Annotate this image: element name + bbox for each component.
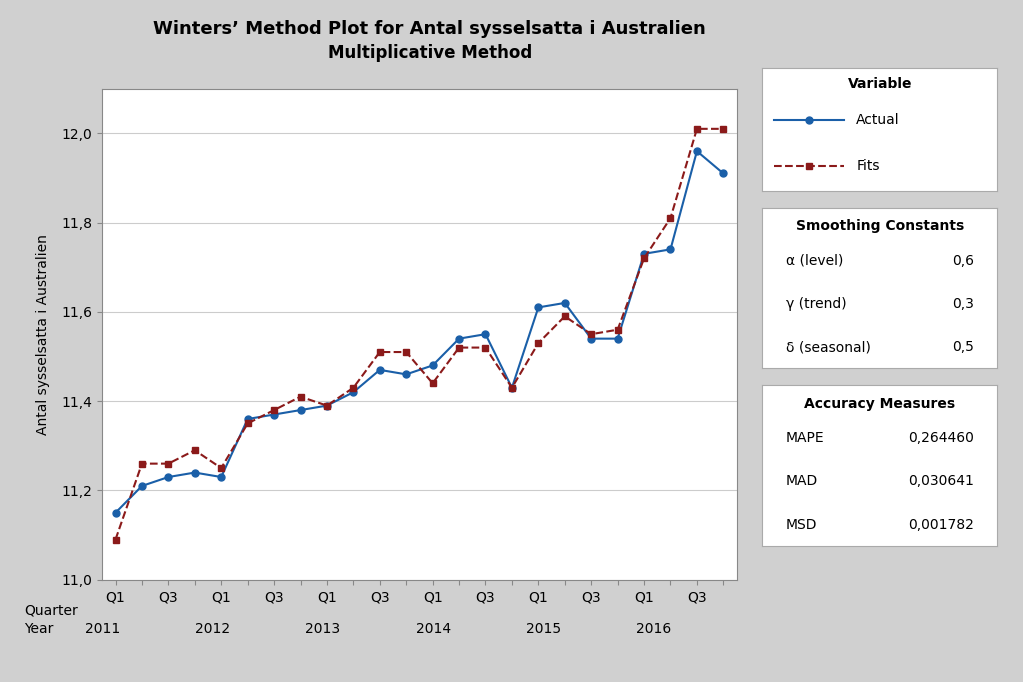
Text: Multiplicative Method: Multiplicative Method xyxy=(327,44,532,62)
Text: 2016: 2016 xyxy=(636,622,671,636)
Text: 2011: 2011 xyxy=(85,622,120,636)
Text: δ (seasonal): δ (seasonal) xyxy=(786,340,871,355)
Text: 2012: 2012 xyxy=(195,622,230,636)
Text: Year: Year xyxy=(25,622,54,636)
Text: 0,264460: 0,264460 xyxy=(908,431,974,445)
Text: Quarter: Quarter xyxy=(25,604,79,618)
Text: 2014: 2014 xyxy=(415,622,451,636)
Y-axis label: Antal sysselsatta i Australien: Antal sysselsatta i Australien xyxy=(37,234,50,434)
Text: 0,5: 0,5 xyxy=(952,340,974,355)
Text: γ (trend): γ (trend) xyxy=(786,297,846,311)
Text: MSD: MSD xyxy=(786,518,817,532)
Text: α (level): α (level) xyxy=(786,254,843,268)
Text: MAD: MAD xyxy=(786,475,818,488)
Text: MAPE: MAPE xyxy=(786,431,825,445)
Text: Fits: Fits xyxy=(856,160,880,173)
Text: Winters’ Method Plot for Antal sysselsatta i Australien: Winters’ Method Plot for Antal sysselsat… xyxy=(153,20,706,38)
Text: 2013: 2013 xyxy=(305,622,341,636)
Text: Smoothing Constants: Smoothing Constants xyxy=(796,219,964,233)
Text: 0,3: 0,3 xyxy=(952,297,974,311)
Text: 2015: 2015 xyxy=(526,622,561,636)
Text: Actual: Actual xyxy=(856,113,900,127)
Text: 0,6: 0,6 xyxy=(951,254,974,268)
Text: 0,001782: 0,001782 xyxy=(908,518,974,532)
Text: 0,030641: 0,030641 xyxy=(908,475,974,488)
Text: Variable: Variable xyxy=(847,77,913,91)
Text: Accuracy Measures: Accuracy Measures xyxy=(804,396,955,411)
